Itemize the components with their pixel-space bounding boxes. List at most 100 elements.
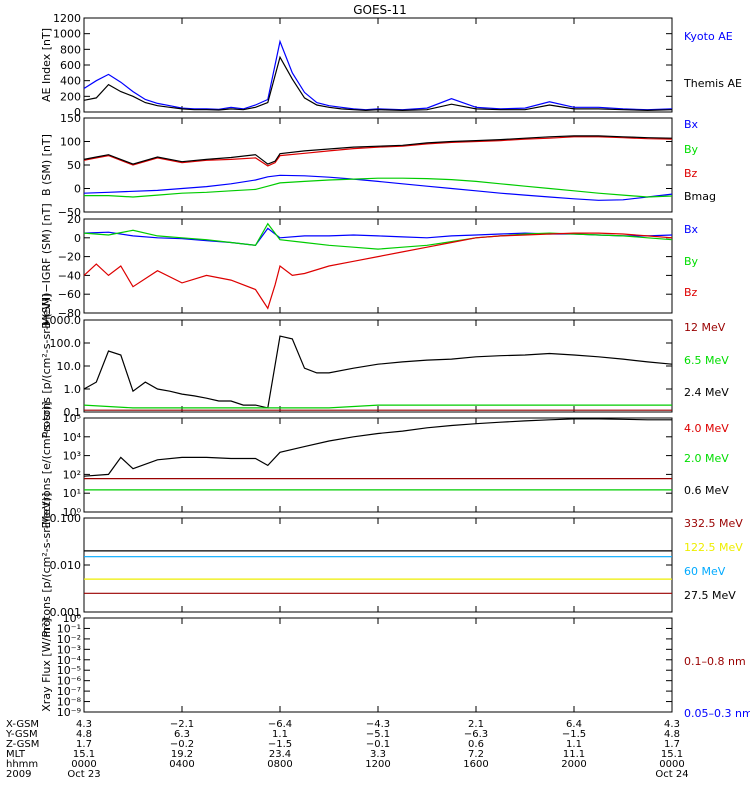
series-line-bmag	[83, 135, 673, 165]
y-tick-label: 0.001	[50, 606, 82, 619]
legend-entry: Bz	[684, 167, 698, 180]
x-axis-value: 0400	[169, 759, 194, 770]
y-tick-label: 0	[74, 232, 81, 245]
legend-entry: 0.05–0.3 nm	[684, 707, 750, 720]
y-tick-label: 10⁰	[63, 506, 82, 519]
y-tick-label: 100.0	[50, 337, 82, 350]
y-tick-label: 10⁵	[63, 412, 81, 425]
x-axis-value: 4.3	[664, 719, 680, 730]
x-axis-value: −1.5	[562, 729, 586, 740]
series-line-bx	[83, 174, 673, 201]
legend-entry: 60 MeV	[684, 565, 726, 578]
panel-b_sm: −50 0 50 100 150 B (SM) [nT] Bx By Bz Bmag	[40, 112, 716, 219]
x-axis-value: 15.1	[661, 749, 683, 760]
y-tick-label: −50	[58, 206, 81, 219]
y-tick-label: 10⁰	[63, 612, 82, 625]
y-tick-label: 10⁻⁹	[57, 706, 81, 719]
y-axis-title: Xray Flux [W/m²]	[40, 618, 53, 711]
plot-title: GOES-11	[353, 3, 407, 17]
y-axis-title: B (SM)−IGRF (SM) [nT]	[40, 203, 53, 328]
x-axis-row-label: MLT	[6, 749, 26, 760]
y-tick-label: −20	[58, 251, 81, 264]
x-axis-value: −2.1	[170, 719, 194, 730]
y-tick-label: 10²	[63, 468, 81, 481]
y-tick-label: 400	[60, 75, 81, 88]
y-tick-label: 10¹	[63, 487, 81, 500]
x-axis-row-label: X-GSM	[6, 719, 39, 730]
y-tick-label: 1200	[53, 12, 81, 25]
series-line-bz	[83, 136, 673, 167]
legend-entry: 4.0 MeV	[684, 422, 729, 435]
y-tick-label: 10³	[63, 450, 81, 463]
series-line-6-5-mev	[83, 404, 672, 409]
x-axis-value: 1.7	[76, 739, 92, 750]
legend-entry: Bx	[684, 223, 699, 236]
x-axis-value: −6.4	[268, 719, 292, 730]
y-tick-label: 800	[60, 43, 81, 56]
x-axis-value: 1.7	[664, 739, 680, 750]
x-axis-value: 0800	[267, 759, 292, 770]
y-axis-title: Protons [p/(cm²-s-sr-MeV)]	[40, 493, 53, 638]
y-tick-label: 10⁻⁷	[57, 685, 81, 698]
y-axis-title: B (SM) [nT]	[40, 134, 53, 196]
series-line-kyoto-ae	[83, 39, 673, 111]
series-line-by	[84, 177, 673, 198]
legend-entry: Themis AE	[683, 77, 742, 90]
y-tick-label: 0.100	[50, 512, 82, 525]
y-tick-label: 10⁻⁴	[57, 654, 82, 667]
y-tick-label: −40	[58, 269, 81, 282]
legend-entry: 332.5 MeV	[684, 517, 743, 530]
x-axis-value: 4.8	[664, 729, 680, 740]
x-axis-value: 1.1	[566, 739, 582, 750]
series-line-0-6-mev	[83, 418, 672, 477]
series-line-themis-ae	[83, 55, 673, 112]
x-axis-value: 6.4	[566, 719, 582, 730]
x-axis-value: 4.8	[76, 729, 92, 740]
y-tick-label: 20	[67, 213, 81, 226]
x-axis-value: 1.1	[272, 729, 288, 740]
y-tick-label: 10⁴	[63, 431, 82, 444]
panel-b_minus_igrf: −80 −60 −40 −20 0 20 B (SM)−IGRF (SM) [nT] Bx By…	[40, 203, 699, 328]
y-tick-label: 200	[60, 90, 81, 103]
y-tick-label: 50	[67, 159, 81, 172]
y-tick-label: 10⁻³	[57, 643, 81, 656]
x-axis-value: Oct 24	[655, 769, 688, 780]
y-axis-title: Protons [p/(cm²-s-sr-MeV)]	[40, 294, 53, 439]
x-axis-value: Oct 23	[67, 769, 100, 780]
legend-entry: 12 MeV	[684, 321, 726, 334]
y-axis-title: Electrons [e/(cm²-s-sr)]	[40, 401, 53, 528]
panel-frame	[83, 417, 673, 513]
x-axis-row-label: 2009	[6, 769, 31, 780]
y-tick-label: 10⁻²	[57, 633, 81, 646]
x-axis-value: 19.2	[171, 749, 193, 760]
x-axis-row-label: Y-GSM	[5, 729, 38, 740]
y-axis-title: AE Index [nT]	[40, 28, 53, 102]
y-tick-label: 100	[60, 136, 81, 149]
y-tick-label: 0.1	[64, 406, 82, 419]
y-tick-label: 1000.0	[43, 314, 82, 327]
legend-entry: 6.5 MeV	[684, 354, 729, 367]
legend-entry: 2.0 MeV	[684, 452, 729, 465]
y-tick-label: 150	[60, 112, 81, 125]
x-axis-ephemeris-table: X-GSM 4.3 −2.1 −6.4 −4.3 2.1 6.4 4.3 Y-GSM 4.8 6.3…	[5, 719, 689, 780]
x-axis-value: 2.1	[468, 719, 484, 730]
x-axis-value: 2000	[561, 759, 586, 770]
series-line-bz	[83, 232, 673, 310]
x-axis-value: 23.4	[269, 749, 291, 760]
x-axis-value: −0.2	[170, 739, 194, 750]
legend-entry: 2.4 MeV	[684, 386, 729, 399]
x-axis-value: −6.3	[464, 729, 488, 740]
legend-entry: 0.1–0.8 nm	[684, 655, 746, 668]
panel-frame	[83, 17, 673, 113]
x-axis-value: 7.2	[468, 749, 484, 760]
x-axis-value: 6.3	[174, 729, 190, 740]
y-tick-label: 0	[74, 106, 81, 119]
x-axis-value: 3.3	[370, 749, 386, 760]
